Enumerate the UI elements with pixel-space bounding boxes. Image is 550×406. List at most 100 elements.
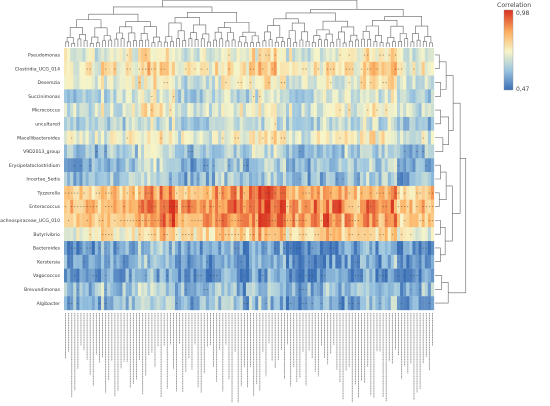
- significance-mark: *: [207, 164, 209, 168]
- heatmap-cell: [381, 48, 385, 62]
- significance-mark: *: [419, 260, 421, 264]
- significance-mark: *: [148, 67, 150, 71]
- significance-mark: *: [265, 247, 267, 251]
- heatmap-cell: [236, 89, 240, 104]
- heatmap-cell: [415, 227, 419, 242]
- significance-mark: *: [145, 67, 147, 71]
- heatmap-cell: [375, 103, 379, 118]
- heatmap-cell: [187, 144, 191, 159]
- heatmap-cell: [292, 48, 296, 62]
- dendrogram-branch: [412, 33, 419, 42]
- heatmap-cell: [301, 130, 305, 145]
- heatmap-cell: [187, 213, 191, 228]
- heatmap-cell: [193, 213, 197, 228]
- heatmap-cell: [369, 213, 373, 228]
- heatmap-cell: [393, 130, 398, 145]
- heatmap-cell: [230, 227, 234, 242]
- heatmap-cell: [88, 282, 92, 297]
- heatmap-cell: [319, 185, 324, 200]
- heatmap-cell: [76, 75, 80, 90]
- heatmap-cell: [147, 89, 151, 104]
- heatmap-cell: [286, 227, 290, 242]
- heatmap-cell: [67, 130, 71, 145]
- heatmap-cell: [375, 254, 379, 269]
- significance-mark: *: [382, 54, 384, 58]
- heatmap-cell: [301, 144, 305, 159]
- heatmap-cell: [292, 144, 296, 159]
- heatmap-cell: [295, 75, 299, 90]
- heatmap-cell: [110, 75, 114, 90]
- heatmap-cell: [171, 268, 176, 283]
- heatmap-cell: [292, 227, 296, 242]
- heatmap-cell: [97, 185, 102, 200]
- heatmap-cell: [310, 48, 314, 62]
- heatmap-cell: [64, 241, 68, 255]
- heatmap-cell: [418, 241, 422, 255]
- dendrogram-branch: [77, 38, 82, 47]
- heatmap-cell: [134, 89, 139, 104]
- significance-mark: *: [327, 219, 329, 223]
- heatmap-cell: [184, 103, 188, 118]
- significance-mark: *: [339, 205, 341, 209]
- heatmap-cell: [356, 48, 361, 62]
- heatmap-cell: [70, 158, 74, 173]
- heatmap-cell: [279, 89, 284, 104]
- heatmap-cell: [261, 227, 265, 242]
- heatmap-cell: [107, 241, 111, 255]
- significance-mark: *: [339, 136, 341, 140]
- heatmap-cell: [153, 116, 157, 131]
- heatmap-cell: [221, 89, 225, 104]
- heatmap-cell: [171, 282, 176, 297]
- heatmap-cell: [82, 213, 86, 228]
- heatmap-cell: [363, 172, 367, 187]
- heatmap-cell: [144, 227, 148, 242]
- heatmap-cell: [421, 213, 425, 228]
- heatmap-cell: [295, 185, 299, 200]
- heatmap-cell: [233, 130, 237, 145]
- heatmap-cell: [150, 116, 154, 131]
- heatmap-cell: [104, 296, 108, 311]
- heatmap-cell: [316, 103, 321, 118]
- heatmap-cell: [184, 199, 188, 214]
- heatmap-cell: [199, 158, 203, 173]
- heatmap-cell: [267, 158, 271, 173]
- heatmap-cell: [85, 103, 89, 118]
- heatmap-cell: [138, 296, 142, 311]
- heatmap-cell: [128, 185, 132, 200]
- heatmap-cell: [150, 268, 154, 283]
- significance-mark: *: [318, 67, 320, 71]
- heatmap-cell: [261, 241, 265, 255]
- heatmap-cell: [73, 48, 77, 62]
- heatmap-cell: [97, 268, 102, 283]
- heatmap-cell: [344, 116, 348, 131]
- heatmap-cell: [122, 61, 126, 76]
- heatmap-cell: [326, 172, 330, 187]
- heatmap-cell: [304, 103, 308, 118]
- heatmap-cell: [344, 227, 348, 242]
- heatmap-cell: [131, 185, 136, 200]
- heatmap-cell: [381, 89, 385, 104]
- heatmap-cell: [319, 130, 324, 145]
- heatmap-cell: [393, 268, 398, 283]
- heatmap-cell: [412, 48, 416, 62]
- heatmap-cell: [196, 185, 200, 200]
- heatmap-cell: [418, 103, 422, 118]
- heatmap-cell: [249, 144, 253, 159]
- heatmap-cell: [131, 227, 136, 242]
- dendrogram-branch: [237, 41, 242, 47]
- heatmap-cell: [384, 227, 388, 242]
- heatmap-cell: [276, 61, 280, 76]
- heatmap-cell: [218, 282, 222, 297]
- heatmap-cell: [76, 116, 80, 131]
- heatmap-cell: [375, 130, 379, 145]
- heatmap-cell: [295, 48, 299, 62]
- heatmap-cell: [138, 48, 142, 62]
- heatmap-cell: [134, 75, 139, 90]
- heatmap-cell: [116, 254, 120, 269]
- heatmap-cell: [239, 116, 243, 131]
- heatmap-cell: [227, 116, 231, 131]
- heatmap-cell: [286, 172, 290, 187]
- heatmap-cell: [356, 130, 361, 145]
- heatmap-cell: [245, 282, 250, 297]
- heatmap-cell: [165, 185, 169, 200]
